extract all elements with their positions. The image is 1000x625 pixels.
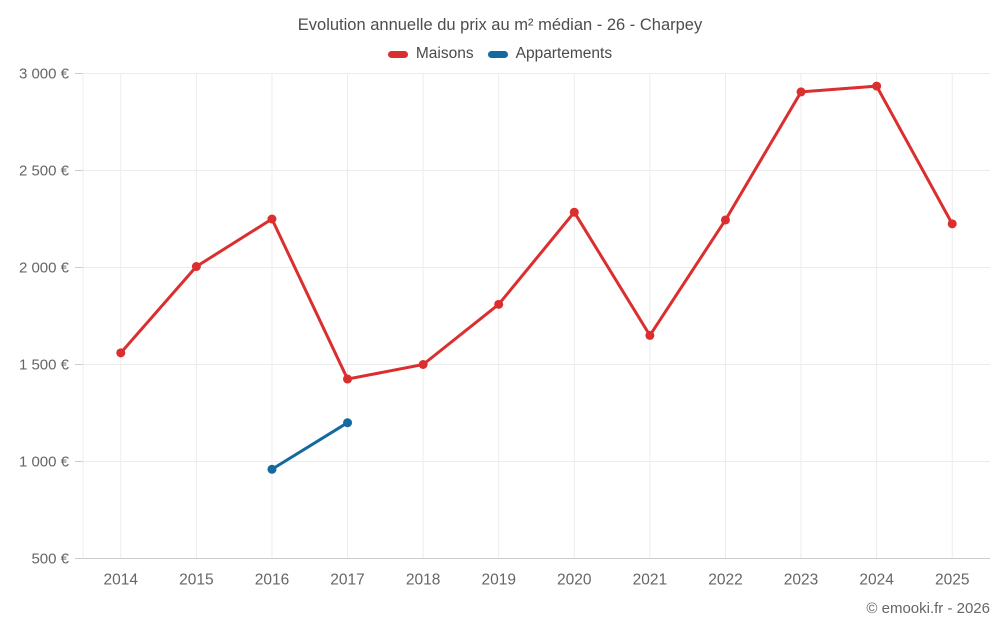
x-axis-label: 2018 [406,572,440,589]
x-axis-label: 2020 [557,572,592,589]
maisons-data-point [645,330,655,340]
maisons-data-point [191,262,201,272]
maisons-data-point [418,360,428,369]
y-axis-label: 1 000 € [19,454,70,471]
maisons-data-point [947,219,957,229]
maisons-data-point [720,215,730,225]
y-axis-label: 2 000 € [19,260,70,277]
maisons-data-point [267,214,277,224]
legend-item-maisons[interactable]: Maisons [387,45,474,63]
maisons-legend-label: Maisons [415,45,474,62]
y-axis-label: 2 500 € [19,163,70,180]
appartements-legend-label: Appartements [515,45,613,62]
appartements-data-point [343,418,353,428]
maisons-data-point [872,81,882,91]
appartements-series-marker-icon [487,50,508,58]
x-axis-label: 2016 [255,572,289,589]
maisons-data-point [796,87,806,97]
x-axis-label: 2025 [935,572,969,589]
x-axis-label: 2023 [784,572,818,589]
maisons-data-point [494,299,504,309]
x-axis-label: 2015 [179,572,213,589]
maisons-data-point [343,374,353,384]
x-axis-label: 2019 [481,572,515,589]
x-axis-label: 2017 [330,572,364,589]
copyright-attribution: © emooki.fr - 2026 [866,600,990,617]
x-axis-label: 2014 [104,572,139,589]
chart-title: Evolution annuelle du prix au m² médian … [297,16,703,34]
x-axis-label: 2022 [708,572,742,589]
appartements-series-line [270,421,350,471]
legend: Maisons Appartements [0,45,1000,63]
y-axis-label: 1 500 € [19,357,70,374]
maisons-data-point [116,348,126,358]
maisons-data-point [569,207,579,217]
x-axis-label: 2021 [633,572,667,589]
legend-item-appartements[interactable]: Appartements [487,45,613,63]
maisons-series-marker-icon [387,50,408,58]
maisons-series-line [119,84,954,381]
y-axis-label: 3 000 € [19,66,70,83]
y-axis-label: 500 € [31,551,69,568]
appartements-data-point [267,464,277,474]
x-axis-label: 2024 [859,572,894,589]
